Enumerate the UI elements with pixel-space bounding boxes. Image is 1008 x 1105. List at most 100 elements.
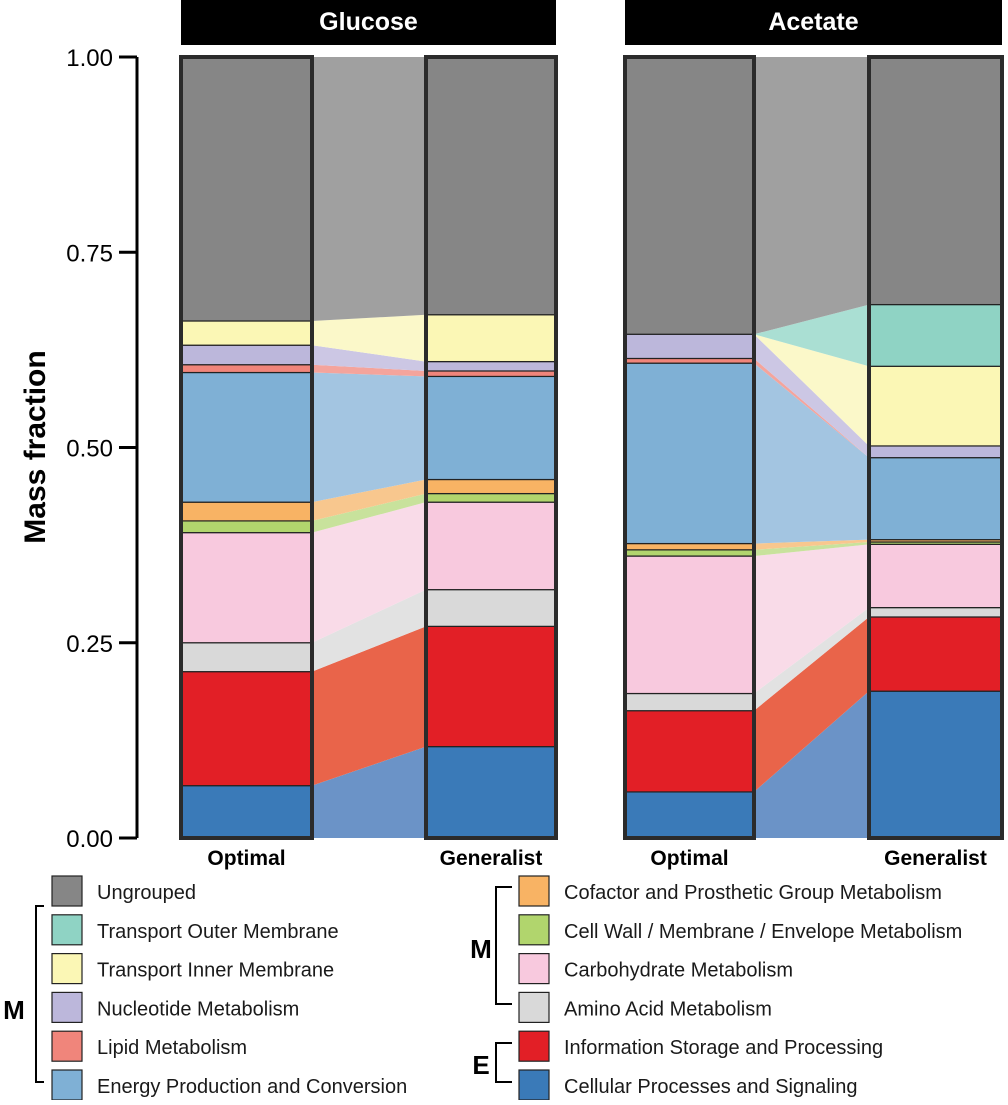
flow-band (312, 372, 426, 503)
bar-segment (868, 690, 1003, 839)
flow-band (312, 502, 426, 643)
bar-outline (867, 55, 1004, 840)
bar-segment (425, 589, 557, 627)
flow-band (754, 539, 869, 550)
legend-swatch (51, 914, 83, 946)
bar-segment (868, 457, 1003, 541)
flow-band (754, 363, 869, 544)
flow-band (754, 691, 869, 838)
y-tick-label: 1.00 (66, 45, 113, 72)
legend-label: Transport Outer Membrane (97, 921, 339, 943)
legend-swatch (518, 1069, 550, 1101)
y-tick-label: 0.25 (66, 631, 113, 658)
flow-band (312, 345, 426, 371)
flow-band (312, 314, 426, 362)
bar-label-generalist: Generalist (884, 847, 987, 870)
legend-label: Nucleotide Metabolism (97, 998, 299, 1020)
group-bracket-right-e (495, 1042, 512, 1083)
bar-segment (624, 791, 755, 839)
flow-band (754, 57, 869, 335)
bar-segment (180, 785, 313, 839)
group-bracket-right-m (495, 886, 512, 1005)
legend-label: Amino Acid Metabolism (564, 998, 772, 1020)
legend-swatch (51, 991, 83, 1024)
group-bracket-left-m (35, 905, 44, 1083)
bar-segment (180, 371, 313, 503)
bar-segment (624, 549, 755, 557)
y-tick-label: 0.00 (66, 826, 113, 853)
bar-segment (425, 492, 557, 503)
legend-label: Transport Inner Membrane (97, 960, 334, 982)
legend-swatch (51, 952, 83, 985)
flow-band (754, 304, 869, 367)
legend-label: Cellular Processes and Signaling (564, 1076, 858, 1098)
y-axis-label: Mass fraction (19, 350, 52, 543)
legend-label: Ungrouped (97, 882, 196, 904)
panel-title: Acetate (768, 8, 858, 36)
bar-segment (180, 520, 313, 534)
legend-swatch (518, 914, 550, 946)
legend-swatch (518, 1030, 550, 1062)
legend-swatch (51, 1069, 83, 1101)
bar-outline (424, 55, 558, 840)
bar-segment (180, 532, 313, 644)
panel-title: Glucose (319, 8, 418, 36)
bar-segment (180, 501, 313, 522)
bar-segment (425, 746, 557, 839)
legend-label: Cofactor and Prosthetic Group Metabolism (564, 882, 942, 904)
bar-segment (624, 56, 755, 335)
bar-segment (868, 616, 1003, 692)
legend-label: Carbohydrate Metabolism (564, 960, 793, 982)
bar-segment (624, 333, 755, 360)
bar-segment (624, 362, 755, 545)
bar-segment (624, 692, 755, 712)
panel-header (181, 0, 556, 45)
legend-label: Information Storage and Processing (564, 1037, 883, 1059)
flow-band (312, 493, 426, 533)
bar-label-optimal: Optimal (650, 847, 728, 870)
bar-segment (425, 56, 557, 316)
bar-segment (868, 607, 1003, 618)
bar-segment (425, 370, 557, 378)
bar-segment (624, 710, 755, 793)
flow-band (312, 479, 426, 521)
y-tick-label: 0.50 (66, 436, 113, 463)
legend-swatch (518, 952, 550, 985)
legend-label: Cell Wall / Membrane / Envelope Metaboli… (564, 921, 962, 943)
bar-segment (868, 365, 1003, 447)
flow-band (312, 57, 426, 321)
bar-segment (868, 56, 1003, 306)
legend-swatch (518, 991, 550, 1024)
bar-segment (868, 543, 1003, 609)
group-label-metabolism: M (470, 934, 492, 964)
bar-segment (180, 671, 313, 787)
flow-band (312, 746, 426, 838)
bar-segment (425, 314, 557, 363)
flow-band (754, 607, 869, 711)
bar-segment (425, 501, 557, 591)
legend-swatch (51, 1030, 83, 1062)
bar-segment (425, 375, 557, 481)
group-label-metabolism: M (3, 995, 25, 1025)
flow-band (754, 616, 869, 792)
bar-segment (425, 360, 557, 372)
bar-label-generalist: Generalist (440, 847, 543, 870)
flow-band (754, 334, 869, 458)
bar-segment (624, 555, 755, 695)
legend-swatch (51, 875, 83, 907)
bar-segment (180, 364, 313, 374)
bar-segment (624, 357, 755, 364)
flow-band (754, 542, 869, 557)
flow-band (754, 544, 869, 694)
bar-label-optimal: Optimal (207, 847, 285, 870)
flow-band (312, 364, 426, 377)
bar-segment (180, 56, 313, 322)
legend-swatch (518, 875, 550, 907)
y-tick-label: 0.75 (66, 240, 113, 267)
bar-segment (180, 320, 313, 346)
legend-label: Energy Production and Conversion (97, 1076, 407, 1098)
bar-segment (425, 478, 557, 495)
flow-band (312, 589, 426, 672)
